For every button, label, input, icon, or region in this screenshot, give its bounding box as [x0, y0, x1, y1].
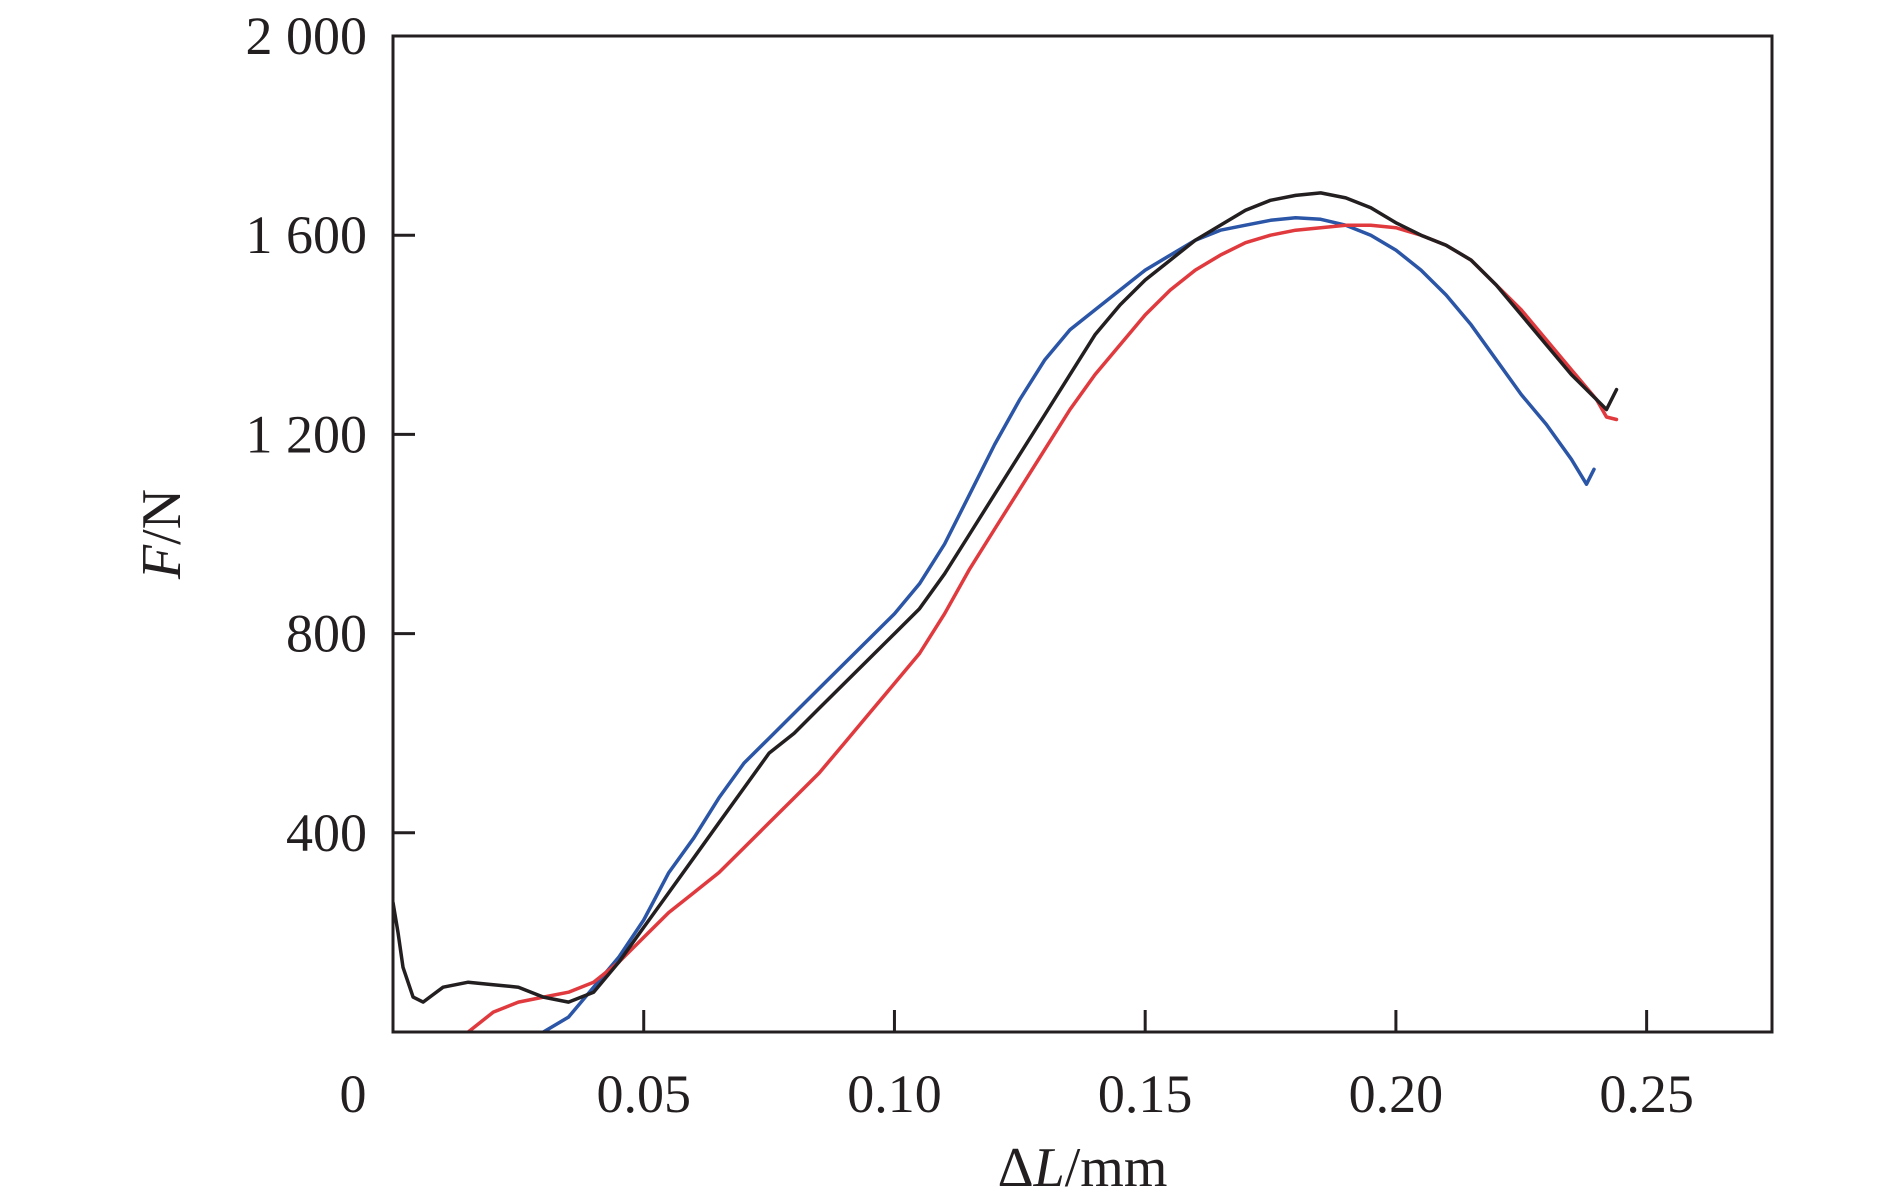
series-line-2 — [466, 223, 1619, 1032]
x-tick-label-2: 0.10 — [847, 1064, 942, 1124]
x-tick-label-0: 0 — [340, 1064, 367, 1124]
plot-frame — [391, 34, 1774, 1034]
x-tick-label-3: 0.15 — [1098, 1064, 1193, 1124]
series-line-3 — [393, 191, 1619, 1004]
axis-ticks: 0 0.05 0.10 0.15 0.20 0.25 400 800 1 200 1 600 2 0… — [246, 6, 1694, 1124]
y-tick-label-3: 1 600 — [246, 205, 368, 265]
plot-area — [393, 191, 1619, 1032]
y-tick-label-2: 1 200 — [246, 404, 368, 464]
series-line-1 — [541, 216, 1596, 1032]
y-axis-label: F/N — [131, 489, 193, 580]
y-tick-label-4: 2 000 — [246, 6, 368, 66]
x-axis-label: ΔL/mm — [998, 1137, 1168, 1199]
x-tick-label-4: 0.20 — [1349, 1064, 1444, 1124]
x-tick-label-1: 0.05 — [596, 1064, 691, 1124]
y-tick-label-1: 800 — [286, 604, 367, 664]
y-tick-label-0: 400 — [286, 803, 367, 863]
x-tick-label-5: 0.25 — [1599, 1064, 1694, 1124]
